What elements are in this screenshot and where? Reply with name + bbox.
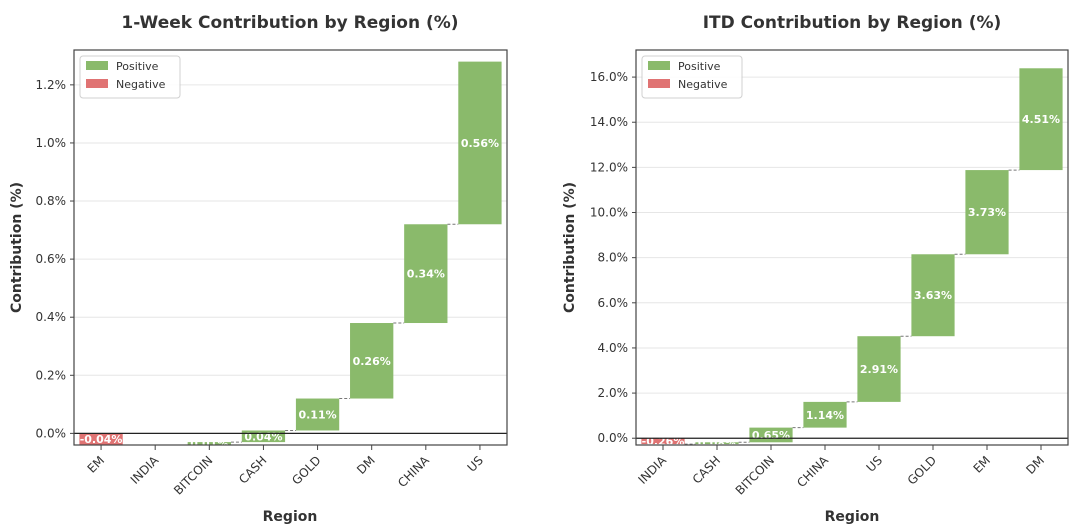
y-tick-label: 1.2% xyxy=(36,78,67,92)
x-tick-label: BITCOIN xyxy=(733,453,777,497)
y-tick-label: 8.0% xyxy=(598,251,629,265)
bar-cash xyxy=(241,430,286,443)
bar-value-label: 0.01% xyxy=(190,438,228,451)
x-tick-label: DM xyxy=(354,453,378,477)
y-tick-label: 0.0% xyxy=(36,426,67,440)
legend-label: Positive xyxy=(678,60,721,73)
bar-value-label: 0.04% xyxy=(244,430,282,443)
bar-china xyxy=(803,401,847,428)
x-tick-label: CASH xyxy=(690,453,723,486)
bar-value-label: 3.63% xyxy=(914,289,952,302)
y-tick-label: 0.0% xyxy=(598,431,629,445)
bar-value-label: 4.51% xyxy=(1022,113,1060,126)
y-axis-label: Contribution (%) xyxy=(562,182,578,313)
chart-1: -0.04% -0.00% 0.01%0.04%0.11%0.26%0.34%0.5… xyxy=(9,13,508,525)
y-tick-label: 10.0% xyxy=(590,206,628,220)
x-tick-label: BITCOIN xyxy=(171,453,215,497)
bar-value-label: 0.65% xyxy=(752,429,790,442)
y-tick-label: 4.0% xyxy=(598,341,629,355)
x-axis-label: Region xyxy=(825,509,880,525)
legend-label: Negative xyxy=(678,78,728,91)
bar-gold xyxy=(911,254,955,337)
bar-cash xyxy=(695,442,739,445)
bar-india xyxy=(641,438,685,445)
bar-gold xyxy=(295,398,340,431)
x-tick-label: US xyxy=(864,453,886,475)
y-tick-label: 2.0% xyxy=(598,386,629,400)
x-tick-label: INDIA xyxy=(636,453,670,487)
x-tick-label: GOLD xyxy=(905,453,939,487)
y-tick-label: 6.0% xyxy=(598,296,629,310)
x-tick-label: CHINA xyxy=(794,453,831,490)
y-tick-label: 0.8% xyxy=(36,194,67,208)
x-tick-label: GOLD xyxy=(289,453,323,487)
y-tick-label: 1.0% xyxy=(36,136,67,150)
bar-em xyxy=(79,433,123,445)
x-tick-label: EM xyxy=(971,453,994,476)
legend-swatch-positive xyxy=(648,61,670,70)
plot-frame xyxy=(73,49,508,446)
bar-value-label: 1.14% xyxy=(806,409,844,422)
chart-2: -0.26% 0.08%0.65%1.14%2.91%3.63%3.73%4.51… xyxy=(562,13,1069,525)
y-tick-label: 0.4% xyxy=(36,310,67,324)
y-tick-label: 0.6% xyxy=(36,252,67,266)
y-tick-label: 16.0% xyxy=(590,70,628,84)
y-tick-label: 14.0% xyxy=(590,115,628,129)
bar-value-label: 0.26% xyxy=(353,355,391,368)
bar-dm xyxy=(350,323,394,399)
x-tick-label: EM xyxy=(85,453,108,476)
legend-swatch-negative xyxy=(86,79,108,88)
legend: Positive Negative xyxy=(79,55,181,99)
x-tick-label: CHINA xyxy=(395,453,432,490)
bar-em xyxy=(965,170,1009,255)
y-tick-label: 0.2% xyxy=(36,368,67,382)
bar-us xyxy=(857,336,901,402)
legend: Positive Negative xyxy=(641,55,743,99)
x-tick-label: CASH xyxy=(236,453,269,486)
legend-label: Negative xyxy=(116,78,166,91)
bar-value-label: 3.73% xyxy=(968,206,1006,219)
x-tick-label: US xyxy=(465,453,487,475)
x-tick-label: INDIA xyxy=(128,453,162,487)
chart-title: ITD Contribution by Region (%) xyxy=(703,13,1002,33)
chart-title: 1-Week Contribution by Region (%) xyxy=(121,13,458,33)
legend-swatch-negative xyxy=(648,79,670,88)
bar-value-label: 2.91% xyxy=(860,363,898,376)
bar-dm xyxy=(1019,68,1063,171)
plot-frame xyxy=(635,49,1069,446)
y-axis-label: Contribution (%) xyxy=(9,182,25,313)
x-axis-label: Region xyxy=(263,509,318,525)
bar-china xyxy=(404,224,448,324)
y-tick-label: 12.0% xyxy=(590,160,628,174)
bar-value-label: 0.08% xyxy=(698,437,736,450)
bar-value-label: 0.56% xyxy=(461,137,499,150)
x-tick-label: DM xyxy=(1023,453,1047,477)
bar-value-label: 0.11% xyxy=(298,409,336,422)
legend-label: Positive xyxy=(116,60,159,73)
bar-value-label: -0.04% xyxy=(80,433,123,446)
bar-bitcoin xyxy=(187,442,231,445)
bar-value-label: 0.34% xyxy=(407,268,445,281)
bar-us xyxy=(458,61,502,225)
legend-swatch-positive xyxy=(86,61,108,70)
